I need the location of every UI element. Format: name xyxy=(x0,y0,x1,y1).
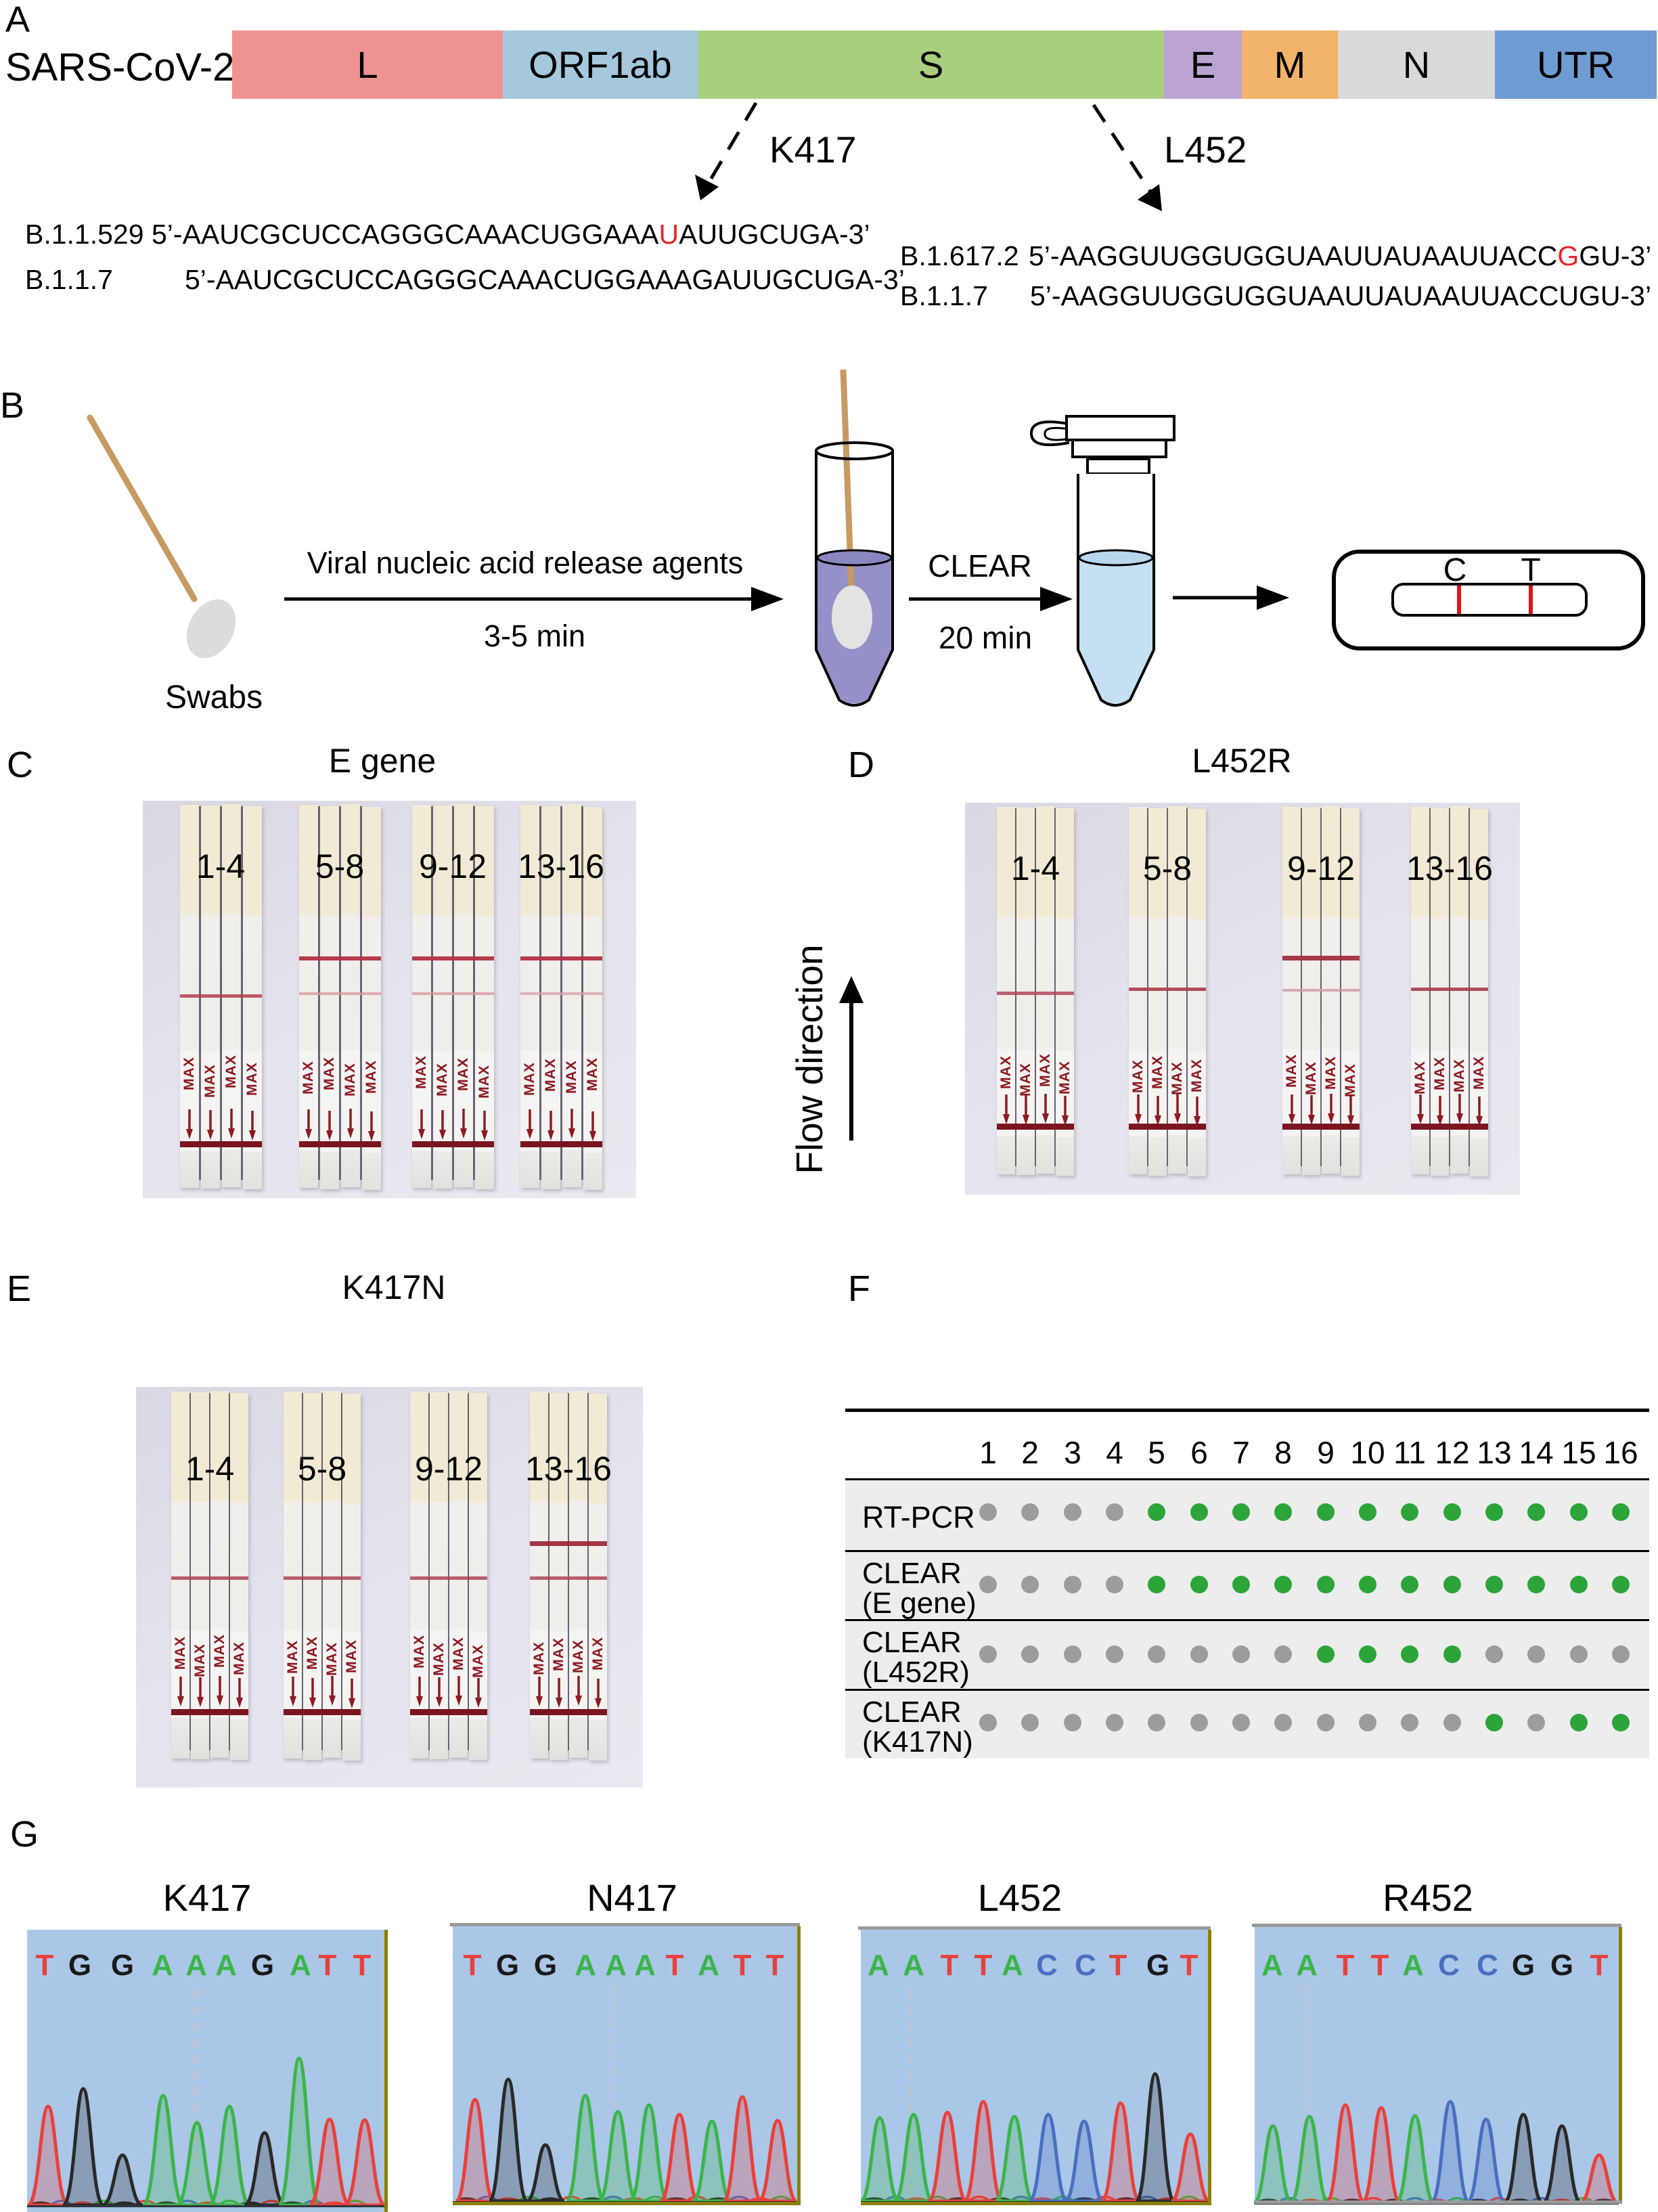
svg-text:A: A xyxy=(152,1949,173,1982)
svg-text:T: T xyxy=(1109,1949,1127,1982)
svg-text:A: A xyxy=(290,1949,311,1982)
svg-text:A: A xyxy=(1002,1949,1023,1982)
svg-text:T: T xyxy=(319,1949,337,1982)
svg-text:T: T xyxy=(734,1949,752,1982)
svg-text:G: G xyxy=(251,1949,274,1982)
svg-text:T: T xyxy=(1337,1949,1355,1982)
svg-text:A: A xyxy=(1261,1949,1283,1982)
svg-text:A: A xyxy=(215,1949,237,1982)
svg-text:T: T xyxy=(941,1949,959,1982)
svg-text:G: G xyxy=(111,1949,134,1982)
svg-text:C: C xyxy=(1438,1949,1460,1982)
svg-text:A: A xyxy=(698,1949,719,1982)
svg-text:T: T xyxy=(666,1949,684,1982)
svg-text:T: T xyxy=(464,1949,482,1982)
svg-text:G: G xyxy=(496,1949,519,1982)
svg-text:T: T xyxy=(766,1949,784,1982)
svg-text:T: T xyxy=(353,1949,372,1982)
svg-text:A: A xyxy=(1296,1949,1318,1982)
svg-text:A: A xyxy=(575,1949,596,1982)
svg-text:A: A xyxy=(605,1949,627,1982)
svg-text:C: C xyxy=(1477,1949,1498,1982)
svg-text:G: G xyxy=(68,1949,91,1982)
svg-text:A: A xyxy=(903,1949,924,1982)
svg-text:A: A xyxy=(868,1949,889,1982)
svg-text:T: T xyxy=(1371,1949,1389,1982)
svg-text:G: G xyxy=(1550,1949,1573,1982)
svg-text:A: A xyxy=(634,1949,656,1982)
svg-text:T: T xyxy=(974,1949,993,1982)
svg-text:G: G xyxy=(1146,1949,1169,1982)
svg-text:A: A xyxy=(185,1949,207,1982)
svg-text:C: C xyxy=(1075,1949,1096,1982)
svg-text:A: A xyxy=(1402,1949,1424,1982)
svg-text:G: G xyxy=(534,1949,557,1982)
svg-text:T: T xyxy=(36,1949,54,1982)
svg-text:T: T xyxy=(1180,1949,1198,1982)
svg-text:T: T xyxy=(1590,1949,1609,1982)
svg-text:G: G xyxy=(1512,1949,1535,1982)
svg-text:C: C xyxy=(1036,1949,1058,1982)
